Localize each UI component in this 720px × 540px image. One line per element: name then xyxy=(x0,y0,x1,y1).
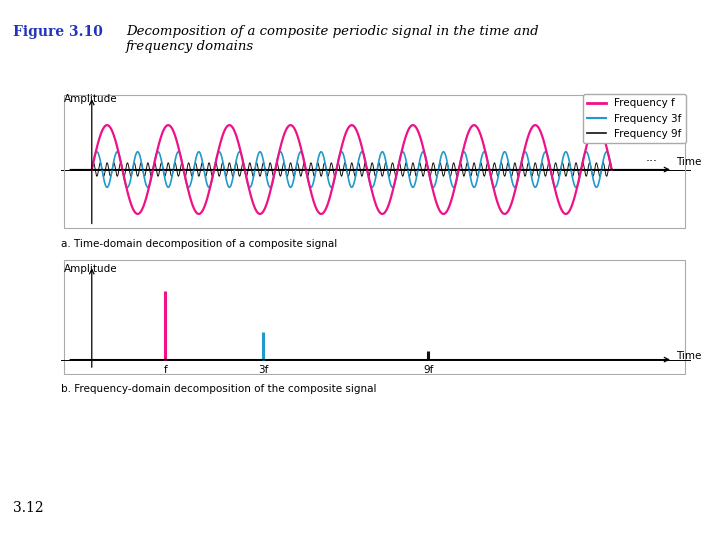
Text: a. Time-domain decomposition of a composite signal: a. Time-domain decomposition of a compos… xyxy=(61,239,338,249)
Text: ...: ... xyxy=(645,151,657,164)
Text: Figure 3.10: Figure 3.10 xyxy=(13,25,103,39)
Text: 3.12: 3.12 xyxy=(13,501,44,515)
Text: Time: Time xyxy=(676,351,701,361)
Text: 9f: 9f xyxy=(423,365,433,375)
Text: Amplitude: Amplitude xyxy=(64,264,118,274)
Text: Decomposition of a composite periodic signal in the time and
frequency domains: Decomposition of a composite periodic si… xyxy=(126,25,539,52)
Text: f: f xyxy=(163,365,167,375)
Legend: Frequency f, Frequency 3f, Frequency 9f: Frequency f, Frequency 3f, Frequency 9f xyxy=(583,94,686,143)
Text: 3f: 3f xyxy=(258,365,269,375)
Text: Time: Time xyxy=(676,157,701,166)
Text: Amplitude: Amplitude xyxy=(64,94,118,104)
Text: b. Frequency-domain decomposition of the composite signal: b. Frequency-domain decomposition of the… xyxy=(61,384,377,395)
